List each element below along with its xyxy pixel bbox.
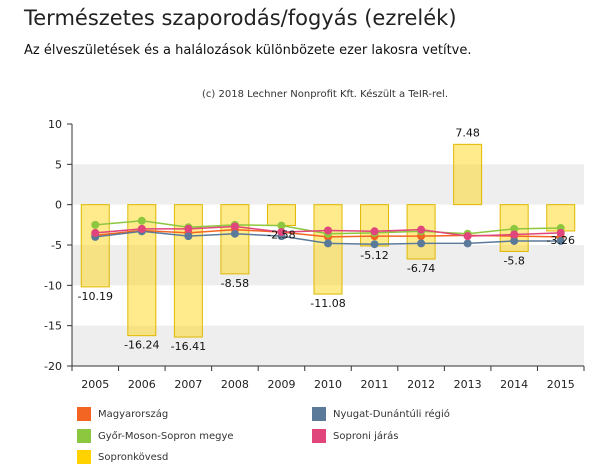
series-point	[324, 239, 332, 248]
series-point	[137, 216, 146, 225]
y-tick-label: -20	[44, 360, 62, 373]
legend-item[interactable]: Győr-Moson-Sopron megye	[77, 428, 234, 444]
y-tick-label: 0	[55, 199, 62, 212]
series-point	[417, 225, 426, 234]
legend-swatch	[312, 429, 326, 443]
grid-band	[72, 164, 584, 205]
x-tick-label: 2008	[221, 378, 249, 391]
series-point	[91, 220, 100, 229]
y-tick-label: -10	[44, 279, 62, 292]
x-tick-label: 2014	[500, 378, 528, 391]
legend-label: Soproni járás	[333, 430, 399, 442]
x-tick-label: 2006	[128, 378, 156, 391]
bar-data-label: -16.24	[124, 339, 159, 352]
series-point	[510, 230, 519, 239]
bar-2010	[313, 204, 343, 295]
legend-swatch	[77, 407, 91, 421]
series-point	[230, 222, 239, 231]
bar-2013	[453, 143, 483, 206]
bar-2005	[80, 204, 110, 288]
legend-swatch	[77, 450, 91, 464]
bar-data-label: 7.48	[455, 126, 480, 139]
legend-item[interactable]: Sopronkövesd	[77, 449, 168, 465]
chart-credit: (c) 2018 Lechner Nonprofit Kft. Készült …	[202, 89, 449, 100]
bar-data-label: -10.19	[78, 290, 113, 303]
x-tick-label: 2012	[407, 378, 435, 391]
x-tick-label: 2013	[454, 378, 482, 391]
legend-item[interactable]: Soproni járás	[312, 428, 398, 444]
series-point	[370, 240, 379, 249]
series-point	[370, 227, 379, 236]
legend-swatch	[77, 429, 91, 443]
legend-item[interactable]: Nyugat-Dunántúli régió	[312, 406, 450, 422]
x-tick-label: 2005	[81, 378, 109, 391]
series-point	[510, 224, 519, 233]
bar-data-label: -11.08	[310, 297, 345, 310]
chart-subtitle: Az élveszületések és a halálozások külön…	[24, 43, 472, 58]
chart-title: Természetes szaporodás/fogyás (ezrelék)	[24, 6, 457, 30]
legend-item[interactable]: Magyarország	[77, 406, 168, 422]
series-point	[184, 232, 193, 241]
y-tick-label: -15	[44, 320, 62, 333]
series-point	[324, 226, 332, 235]
series-point	[556, 228, 565, 237]
legend-swatch	[312, 407, 326, 421]
series-point	[463, 239, 472, 248]
bar-data-label: -2.58	[267, 228, 295, 241]
series-point	[91, 228, 100, 237]
y-tick-label: 10	[48, 118, 62, 131]
grid-band	[72, 325, 584, 366]
series-point	[463, 232, 472, 241]
series-point	[230, 229, 239, 238]
legend-label: Nyugat-Dunántúli régió	[333, 408, 450, 420]
chart-plot: 10 5 0 -5 -10 -15 -20 2005 2006 2007 2008 2009 2010 2…	[44, 118, 585, 391]
bar-data-label: -5.8	[503, 254, 524, 267]
series-point	[277, 221, 286, 230]
legend-label: Győr-Moson-Sopron megye	[98, 430, 234, 442]
bar-data-label: -8.58	[221, 277, 249, 290]
series-point	[510, 236, 519, 245]
series-point	[277, 228, 286, 237]
grid-band	[72, 245, 584, 286]
series-point	[556, 236, 565, 245]
bar-data-label: -3.26	[546, 234, 574, 247]
x-tick-label: 2011	[361, 378, 389, 391]
x-tick-label: 2009	[267, 378, 295, 391]
bar-data-label: -5.12	[360, 249, 388, 262]
series-point	[137, 224, 146, 233]
x-tick-label: 2015	[547, 378, 575, 391]
bar-data-label: -16.41	[171, 340, 206, 353]
legend-label: Sopronkövesd	[98, 451, 169, 463]
bar-2008	[220, 204, 250, 275]
x-tick-label: 2007	[174, 378, 202, 391]
legend-label: Magyarország	[98, 408, 169, 420]
y-tick-label: -5	[51, 239, 62, 252]
bar-data-label: -6.74	[407, 262, 435, 275]
x-tick-label: 2010	[314, 378, 342, 391]
series-point	[417, 239, 426, 248]
y-tick-label: 5	[55, 158, 62, 171]
series-point	[184, 224, 193, 233]
